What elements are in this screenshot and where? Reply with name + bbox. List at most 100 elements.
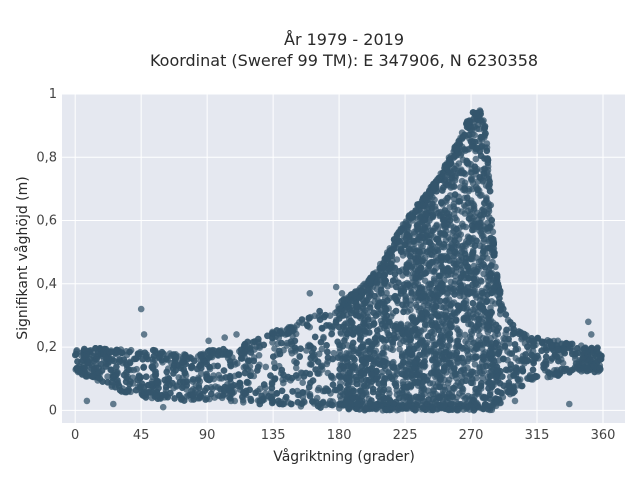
data-point	[432, 178, 440, 186]
data-point	[227, 395, 234, 402]
data-point	[465, 314, 472, 322]
data-point	[569, 350, 576, 358]
data-point	[94, 352, 101, 360]
data-point	[292, 364, 300, 372]
data-point	[328, 330, 335, 338]
data-point	[311, 333, 319, 341]
data-point	[487, 304, 494, 312]
data-point	[534, 334, 541, 342]
data-point	[451, 258, 459, 265]
data-point	[389, 339, 397, 346]
data-point	[179, 384, 186, 392]
data-point	[554, 346, 562, 354]
data-point	[118, 349, 125, 357]
data-point	[397, 287, 405, 295]
data-point	[493, 271, 501, 279]
data-point	[456, 224, 463, 232]
data-point	[305, 383, 313, 391]
data-point	[262, 363, 270, 371]
data-point	[487, 316, 495, 324]
data-point	[202, 396, 209, 403]
chart-title-line-1: År 1979 - 2019	[284, 30, 404, 49]
data-point	[455, 302, 462, 310]
data-point	[389, 277, 397, 284]
data-point	[421, 226, 429, 233]
data-point	[428, 334, 436, 342]
data-point	[591, 368, 598, 376]
data-point	[481, 393, 488, 401]
data-point	[89, 372, 97, 379]
data-point	[110, 357, 118, 365]
data-point	[438, 252, 446, 260]
data-point	[548, 342, 555, 349]
data-point	[409, 274, 416, 282]
data-point	[378, 301, 385, 308]
data-point	[116, 356, 123, 363]
data-point	[151, 347, 159, 354]
data-point	[453, 325, 461, 332]
data-point	[363, 404, 370, 412]
data-point	[409, 313, 417, 320]
data-point	[563, 339, 570, 347]
data-point	[113, 346, 120, 354]
data-point	[391, 326, 399, 333]
data-point	[356, 336, 364, 343]
data-point	[460, 406, 467, 413]
data-point	[378, 320, 386, 328]
data-point	[373, 375, 380, 383]
data-point	[588, 344, 595, 352]
data-point	[209, 385, 216, 393]
data-point	[353, 376, 361, 384]
data-point	[383, 344, 390, 351]
data-point	[530, 359, 537, 367]
data-point	[246, 386, 253, 394]
data-point	[178, 395, 186, 402]
data-point	[386, 247, 394, 255]
data-point	[419, 404, 426, 412]
data-point	[446, 204, 454, 211]
data-point	[507, 319, 514, 326]
data-point	[468, 330, 476, 338]
data-point	[449, 178, 456, 186]
data-point	[227, 361, 234, 368]
data-point	[481, 165, 488, 172]
data-point	[483, 312, 490, 320]
data-point	[244, 357, 252, 365]
data-point	[412, 378, 420, 386]
data-point	[337, 384, 344, 392]
data-point	[477, 192, 484, 199]
data-point	[461, 182, 469, 190]
data-point	[528, 351, 535, 359]
data-point	[366, 322, 373, 330]
data-point	[241, 369, 249, 377]
data-point	[545, 369, 553, 377]
data-point	[260, 341, 268, 349]
data-point	[349, 291, 356, 298]
data-point	[442, 237, 450, 244]
data-point	[382, 277, 390, 285]
data-point	[152, 391, 160, 399]
data-point	[359, 296, 367, 304]
data-point	[319, 325, 326, 332]
data-point	[331, 386, 339, 394]
data-point	[238, 355, 246, 362]
data-point	[364, 316, 372, 323]
data-point	[420, 372, 428, 380]
data-point	[250, 357, 258, 365]
data-point	[360, 311, 367, 318]
data-point	[487, 363, 494, 370]
data-point	[561, 346, 568, 354]
data-point	[415, 251, 422, 258]
data-point	[242, 364, 250, 371]
data-point	[414, 260, 422, 268]
data-point	[347, 317, 355, 325]
data-point	[492, 374, 500, 382]
data-point	[458, 373, 466, 381]
data-point	[388, 375, 396, 383]
data-point	[72, 350, 80, 358]
data-point	[499, 355, 507, 363]
data-point	[542, 358, 549, 366]
data-point	[498, 389, 505, 397]
data-point	[485, 205, 493, 213]
data-point	[466, 268, 473, 276]
